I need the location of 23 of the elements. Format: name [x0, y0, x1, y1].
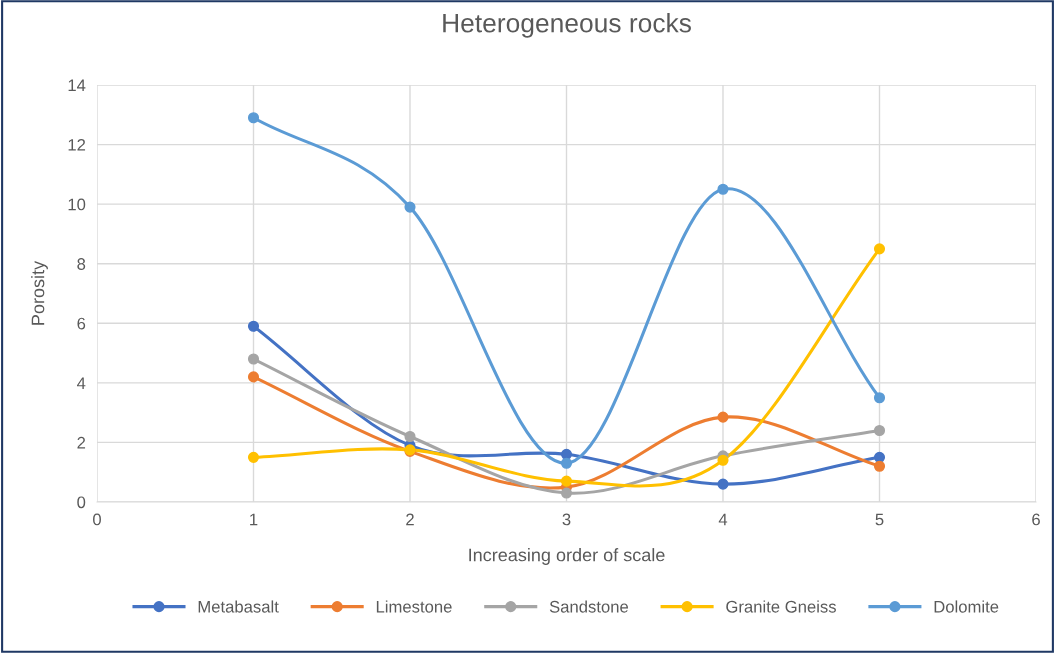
x-axis-title: Increasing order of scale [469, 548, 665, 565]
x-tick-label: 2 [406, 513, 414, 526]
legend-label: Metabasalt [198, 600, 279, 613]
legend-label: Sandstone [549, 600, 629, 613]
y-tick-label: 2 [77, 436, 86, 449]
x-tick-label: 6 [1032, 513, 1040, 526]
x-tick-label: 3 [562, 513, 571, 526]
y-tick-label: 10 [68, 198, 86, 211]
chart-title: Heterogeneous rocks [443, 13, 691, 38]
y-tick-label: 0 [77, 496, 86, 509]
x-tick-label: 1 [250, 513, 258, 526]
y-tick-label: 6 [77, 317, 86, 330]
x-tick-label: 4 [718, 513, 728, 526]
legend-label: Dolomite [934, 600, 999, 613]
legend-label: Limestone [376, 600, 452, 613]
y-tick-label: 14 [68, 79, 86, 92]
x-tick-label: 0 [93, 513, 101, 526]
x-tick-label: 5 [875, 513, 884, 526]
legend-label: Granite Gneiss [726, 600, 836, 613]
y-tick-label: 8 [77, 258, 86, 270]
y-axis-title: Porosity [31, 260, 48, 325]
y-tick-label: 4 [77, 377, 86, 389]
y-tick-label: 12 [68, 138, 86, 151]
